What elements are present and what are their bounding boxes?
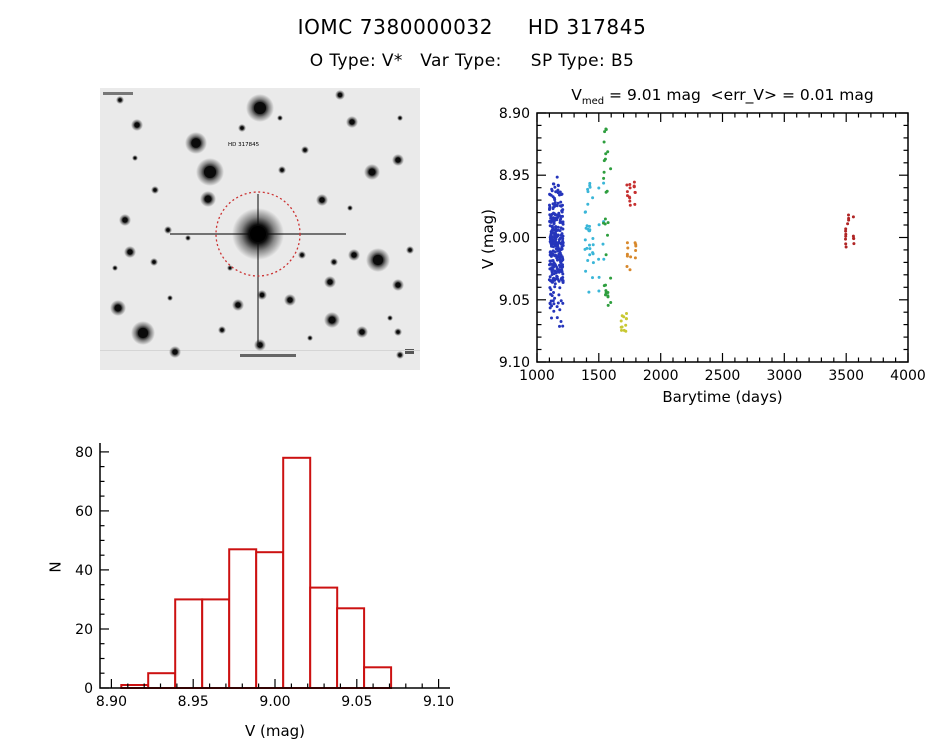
finder-chart-image: HD 317845 xyxy=(100,88,420,370)
star-field xyxy=(110,90,414,359)
svg-text:2500: 2500 xyxy=(705,368,741,384)
axis-ticks xyxy=(536,112,909,363)
target-label: HD 317845 xyxy=(228,142,260,148)
svg-text:40: 40 xyxy=(75,563,93,579)
vmed-prefix: V xyxy=(571,86,582,104)
page-title: IOMC 7380000032 HD 317845 xyxy=(297,15,647,39)
svg-text:9.00: 9.00 xyxy=(499,231,530,247)
lightcurve-ylabel: V (mag) xyxy=(479,208,498,270)
svg-text:1500: 1500 xyxy=(581,368,617,384)
cluster-green xyxy=(602,127,613,307)
histogram-bars xyxy=(120,456,393,690)
vmed-subscript: med xyxy=(581,96,605,108)
axis-ticks xyxy=(100,451,440,689)
svg-text:1000: 1000 xyxy=(519,368,555,384)
page-subtitle: O Type: V* Var Type: SP Type: B5 xyxy=(309,51,635,71)
vmed-stats: = 9.01 mag <err_V> = 0.01 mag xyxy=(604,86,874,104)
svg-text:80: 80 xyxy=(75,445,93,461)
tick-labels: 1000 1500 2000 2500 3000 3500 4000 8.90 8.95 9.00… xyxy=(499,106,926,384)
svg-text:2000: 2000 xyxy=(643,368,679,384)
svg-text:20: 20 xyxy=(75,622,93,638)
cluster-orange xyxy=(625,241,638,272)
svg-text:0: 0 xyxy=(84,681,93,697)
svg-text:8.95: 8.95 xyxy=(499,168,530,184)
data-points xyxy=(547,127,856,333)
svg-text:3000: 3000 xyxy=(766,368,802,384)
cluster-yellow xyxy=(619,312,628,333)
tick-labels: 8.90 8.95 9.00 9.05 9.10 0 20 40 60 80 xyxy=(75,445,454,710)
svg-text:4000: 4000 xyxy=(890,368,926,384)
cluster-cyan xyxy=(583,181,606,294)
svg-text:8.95: 8.95 xyxy=(178,694,209,710)
svg-text:9.10: 9.10 xyxy=(423,694,454,710)
svg-text:8.90: 8.90 xyxy=(96,694,127,710)
svg-text:9.00: 9.00 xyxy=(259,694,290,710)
svg-text:9.05: 9.05 xyxy=(499,293,530,309)
lightcurve-title: Vmed = 9.01 mag <err_V> = 0.01 mag xyxy=(537,86,908,107)
svg-text:9.05: 9.05 xyxy=(341,694,372,710)
svg-text:3500: 3500 xyxy=(828,368,864,384)
svg-text:8.90: 8.90 xyxy=(499,106,530,122)
svg-text:60: 60 xyxy=(75,504,93,520)
histogram-plot: 8.90 8.95 9.00 9.05 9.10 0 20 40 60 80 xyxy=(75,443,454,710)
histogram-xlabel: V (mag) xyxy=(244,722,306,740)
target-star xyxy=(170,191,346,346)
lightcurve-xlabel: Barytime (days) xyxy=(662,388,783,406)
cluster-blue-dense xyxy=(547,175,565,328)
svg-text:9.10: 9.10 xyxy=(499,355,530,371)
cluster-dark-red xyxy=(844,213,856,249)
histogram-panel: 8.90 8.95 9.00 9.05 9.10 0 20 40 60 80 N V (mag) xyxy=(40,428,480,746)
finder-chart: HD 317845 xyxy=(100,88,420,370)
lightcurve-panel: 1000 1500 2000 2500 3000 3500 4000 8.90 8.95 9.00… xyxy=(450,84,934,418)
histogram-ylabel: N xyxy=(46,561,65,573)
lightcurve-plot: 1000 1500 2000 2500 3000 3500 4000 8.90 8.95 9.00… xyxy=(499,106,926,384)
cluster-red xyxy=(625,180,637,207)
target-circle xyxy=(215,191,301,277)
